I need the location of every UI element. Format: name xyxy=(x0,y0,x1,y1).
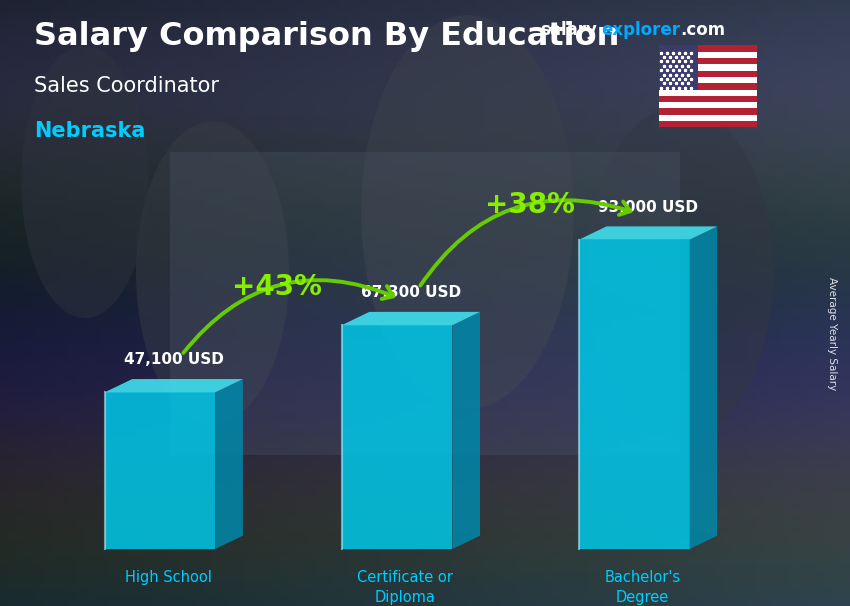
Bar xyxy=(659,58,756,64)
Ellipse shape xyxy=(136,121,289,424)
Text: salary: salary xyxy=(540,21,597,39)
Ellipse shape xyxy=(586,106,774,439)
Polygon shape xyxy=(452,312,480,549)
Text: Salary Comparison By Education: Salary Comparison By Education xyxy=(34,21,620,52)
Text: 67,300 USD: 67,300 USD xyxy=(360,285,461,300)
Polygon shape xyxy=(105,379,243,393)
Polygon shape xyxy=(342,325,452,549)
Bar xyxy=(659,64,756,71)
Text: +43%: +43% xyxy=(231,273,321,301)
Text: Certificate or
Diploma: Certificate or Diploma xyxy=(357,570,453,605)
Text: +38%: +38% xyxy=(484,191,575,219)
Polygon shape xyxy=(689,227,717,549)
Bar xyxy=(659,83,756,90)
Bar xyxy=(659,115,756,121)
Text: 93,000 USD: 93,000 USD xyxy=(598,199,698,215)
Bar xyxy=(659,45,756,52)
FancyArrowPatch shape xyxy=(184,280,394,353)
Text: Nebraska: Nebraska xyxy=(34,121,145,141)
Polygon shape xyxy=(579,240,689,549)
Bar xyxy=(170,152,680,454)
Polygon shape xyxy=(579,227,717,240)
Text: explorer: explorer xyxy=(601,21,680,39)
Polygon shape xyxy=(105,393,215,549)
Text: Average Yearly Salary: Average Yearly Salary xyxy=(827,277,837,390)
Text: Sales Coordinator: Sales Coordinator xyxy=(34,76,219,96)
Bar xyxy=(659,71,756,77)
Text: 47,100 USD: 47,100 USD xyxy=(124,352,224,367)
Ellipse shape xyxy=(361,15,574,409)
Polygon shape xyxy=(342,312,480,325)
Bar xyxy=(659,96,756,102)
Bar xyxy=(659,102,756,108)
FancyArrowPatch shape xyxy=(421,200,631,285)
Text: Bachelor's
Degree: Bachelor's Degree xyxy=(604,570,681,605)
Bar xyxy=(659,52,756,58)
Text: High School: High School xyxy=(125,570,212,585)
Bar xyxy=(659,45,698,90)
Ellipse shape xyxy=(21,45,149,318)
Polygon shape xyxy=(215,379,243,549)
Bar xyxy=(659,77,756,83)
Bar xyxy=(659,108,756,115)
Bar xyxy=(659,90,756,96)
Bar xyxy=(659,121,756,127)
Text: .com: .com xyxy=(680,21,725,39)
